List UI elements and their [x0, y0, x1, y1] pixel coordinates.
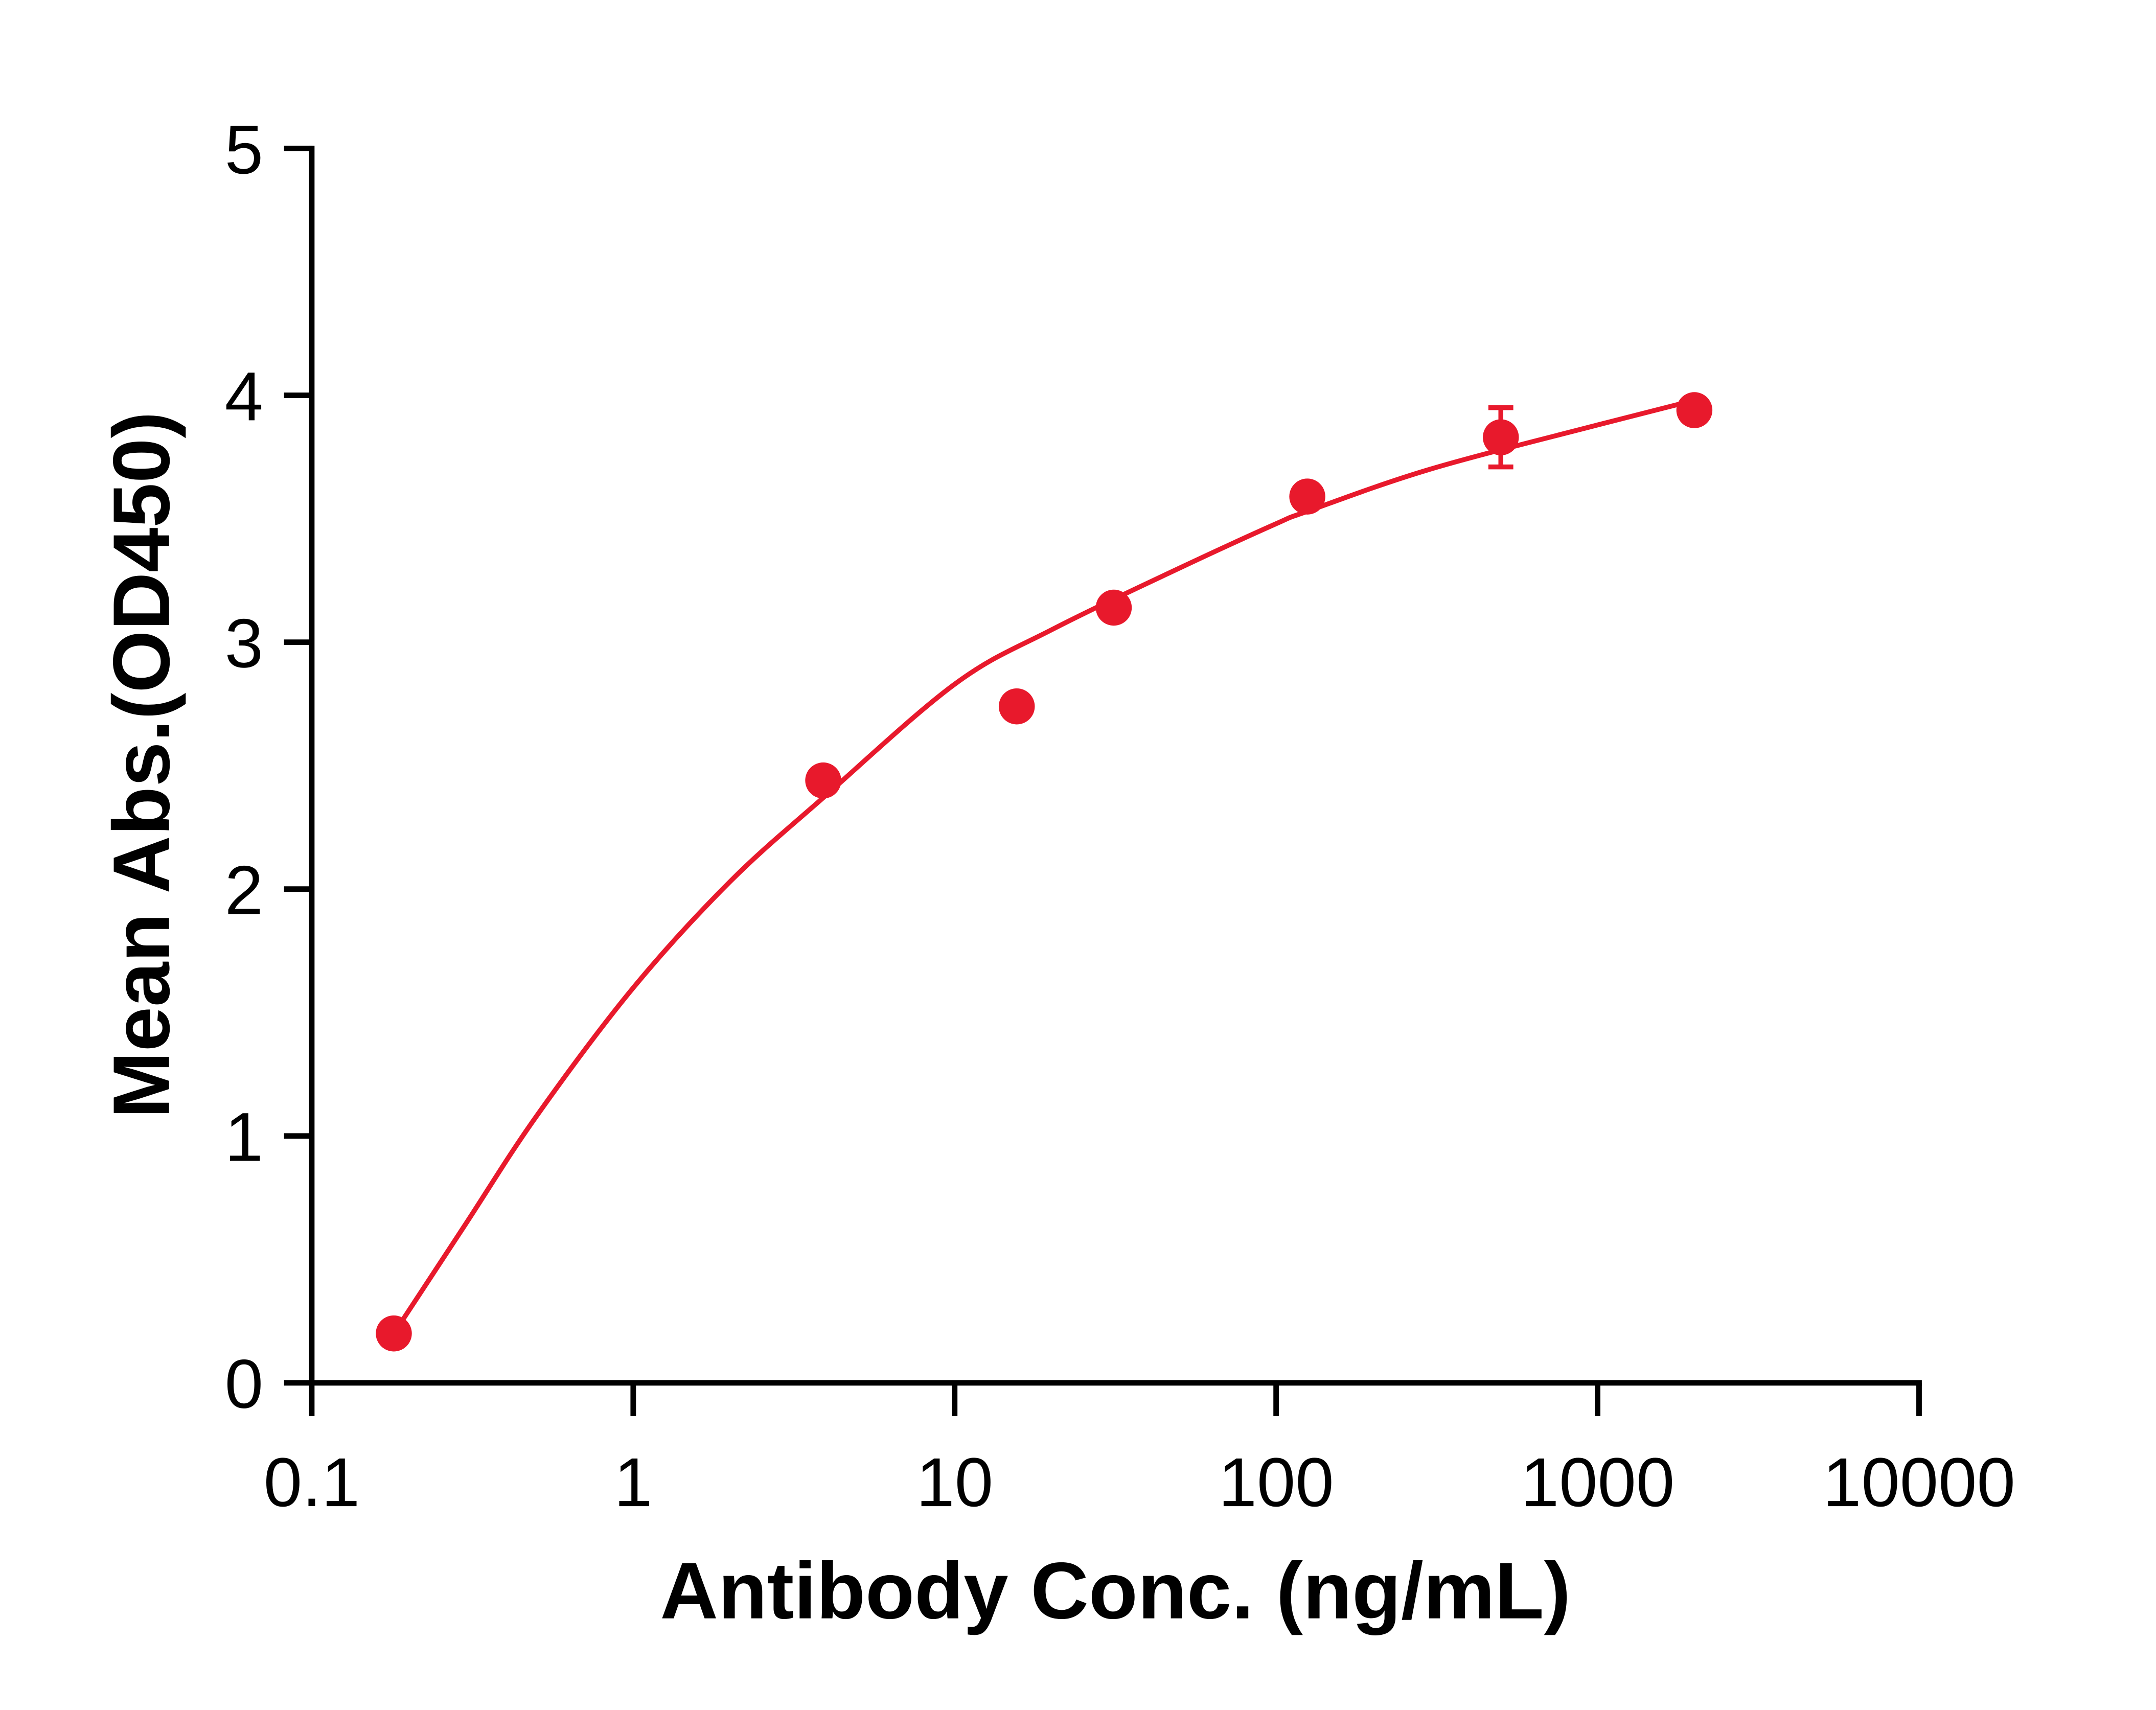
y-tick-label: 3 [225, 604, 263, 682]
x-tick-label: 1 [614, 1443, 652, 1521]
y-tick-label: 1 [225, 1098, 263, 1176]
y-tick-label: 4 [225, 357, 263, 435]
x-tick-label: 10 [916, 1443, 993, 1521]
y-tick-label: 0 [225, 1345, 263, 1423]
data-point [1482, 419, 1519, 455]
x-tick-label: 1000 [1521, 1443, 1675, 1521]
data-point [1289, 478, 1325, 515]
data-point [998, 688, 1035, 725]
x-tick-label: 10000 [1823, 1443, 2015, 1521]
data-point [805, 762, 841, 799]
data-point [1095, 589, 1132, 626]
data-point [1676, 392, 1713, 428]
x-tick-label: 100 [1219, 1443, 1334, 1521]
fit-curve [392, 398, 1695, 1335]
y-tick-label: 2 [225, 851, 263, 929]
y-tick-label: 5 [225, 110, 263, 188]
y-axis-label: Mean Abs.(OD450) [97, 411, 187, 1118]
x-tick-label: 0.1 [264, 1443, 360, 1521]
x-axis-label: Antibody Conc. (ng/mL) [660, 1546, 1571, 1636]
data-point [376, 1315, 412, 1352]
axes [309, 146, 1922, 1386]
